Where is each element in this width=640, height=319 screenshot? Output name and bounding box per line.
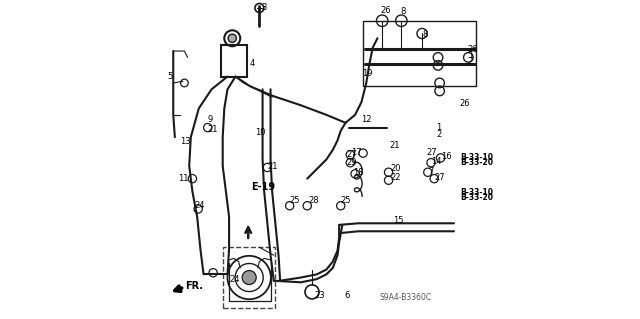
Text: 8: 8: [422, 30, 428, 39]
Text: 10: 10: [255, 128, 265, 137]
Text: 3: 3: [261, 4, 266, 12]
Text: 15: 15: [393, 216, 403, 225]
Text: 24: 24: [229, 275, 239, 284]
Text: 1: 1: [436, 123, 442, 132]
Text: 27: 27: [434, 173, 445, 182]
Text: 26: 26: [380, 6, 390, 15]
Text: 17: 17: [351, 148, 362, 157]
Text: 24: 24: [194, 201, 205, 210]
Circle shape: [242, 271, 256, 285]
Text: 20: 20: [390, 164, 401, 173]
Text: 27: 27: [426, 148, 436, 157]
Text: B-33-10: B-33-10: [460, 189, 493, 197]
Text: 25: 25: [340, 197, 351, 205]
Text: 28: 28: [308, 197, 319, 205]
Text: 9: 9: [208, 115, 213, 124]
Text: 2: 2: [468, 57, 473, 66]
Bar: [363, 21, 476, 86]
Text: 2: 2: [436, 130, 442, 139]
Text: 23: 23: [315, 291, 325, 300]
Text: B-33-20: B-33-20: [460, 193, 493, 202]
Text: 4: 4: [250, 59, 255, 68]
Text: B-33-10: B-33-10: [460, 153, 493, 162]
Text: 8: 8: [401, 7, 406, 16]
Text: 18: 18: [353, 168, 364, 177]
Text: 12: 12: [361, 115, 371, 124]
Text: 26: 26: [468, 45, 478, 54]
Text: 27: 27: [346, 150, 356, 159]
Text: 5: 5: [168, 72, 173, 81]
Text: 1: 1: [468, 51, 473, 60]
Text: 19: 19: [362, 69, 372, 78]
Text: 6: 6: [344, 291, 349, 300]
Text: FR.: FR.: [185, 281, 203, 292]
Text: 22: 22: [390, 173, 401, 182]
Circle shape: [228, 34, 236, 42]
Text: 21: 21: [267, 162, 278, 171]
Text: 29: 29: [346, 158, 356, 167]
Text: 21: 21: [208, 125, 218, 134]
Text: 25: 25: [290, 197, 300, 205]
Text: 26: 26: [459, 99, 470, 108]
Text: 14: 14: [431, 157, 441, 166]
Text: S9A4-B3360C: S9A4-B3360C: [379, 293, 431, 302]
Text: 16: 16: [441, 152, 452, 161]
Text: 7: 7: [428, 167, 433, 176]
Text: B-33-20: B-33-20: [460, 158, 493, 167]
Bar: [221, 45, 246, 77]
Text: 21: 21: [390, 141, 400, 150]
Text: 11: 11: [178, 174, 189, 183]
Text: E-19: E-19: [251, 182, 275, 192]
Text: 13: 13: [180, 137, 191, 146]
Bar: [223, 247, 275, 308]
